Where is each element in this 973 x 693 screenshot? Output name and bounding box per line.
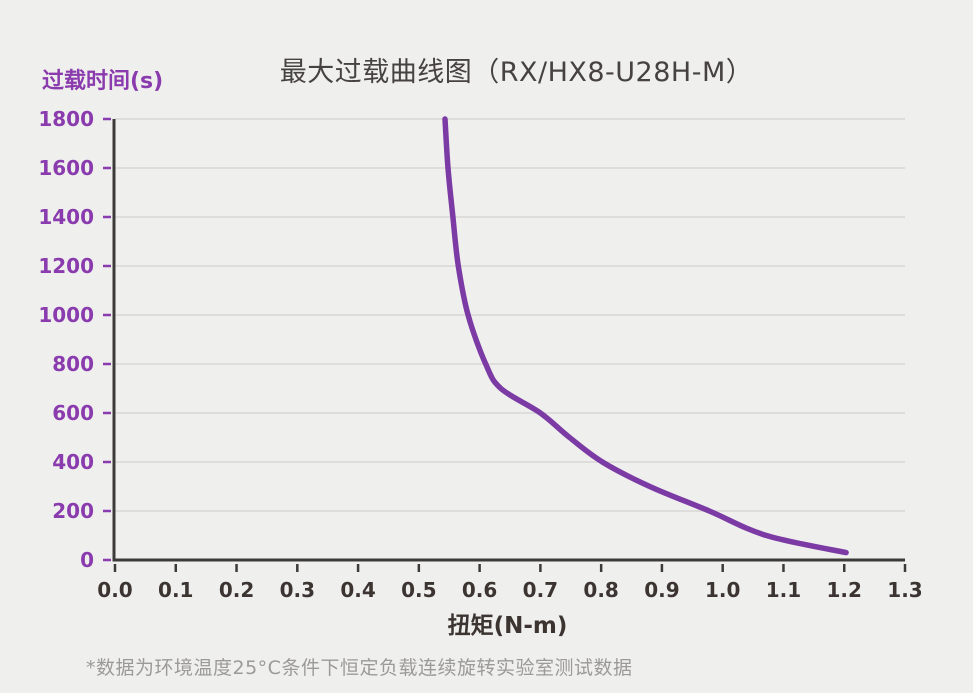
- x-tick-label-0.1: 0.1: [158, 578, 193, 602]
- x-axis-title: 扭矩(N-m): [447, 613, 568, 639]
- x-tick-label-0.0: 0.0: [97, 578, 132, 602]
- x-tick-label-1.2: 1.2: [827, 578, 862, 602]
- x-tick-label-0.7: 0.7: [523, 578, 558, 602]
- y-tick-label-400: 400: [52, 450, 94, 474]
- y-tick-label-1200: 1200: [38, 254, 94, 278]
- y-tick-label-600: 600: [52, 401, 94, 425]
- y-tick-label-1000: 1000: [38, 303, 94, 327]
- x-tick-label-0.5: 0.5: [401, 578, 436, 602]
- x-tick-label-0.4: 0.4: [340, 578, 375, 602]
- x-tick-label-0.6: 0.6: [462, 578, 497, 602]
- x-tick-label-0.8: 0.8: [583, 578, 618, 602]
- overload-curve-line: [442, 116, 849, 556]
- x-tick-label-0.9: 0.9: [644, 578, 679, 602]
- x-tick-label-1.1: 1.1: [766, 578, 801, 602]
- y-axis-title: 过载时间(s): [42, 69, 164, 94]
- x-tick-label-0.3: 0.3: [280, 578, 315, 602]
- y-tick-label-800: 800: [52, 352, 94, 376]
- x-tick-label-0.2: 0.2: [219, 578, 254, 602]
- x-tick-label-1.3: 1.3: [887, 578, 922, 602]
- x-tick-label-1.0: 1.0: [705, 578, 740, 602]
- y-tick-label-1400: 1400: [38, 205, 94, 229]
- chart-title: 最大过载曲线图（RX/HX8-U28H-M）: [279, 57, 754, 88]
- y-tick-label-0: 0: [80, 548, 94, 572]
- y-tick-label-1600: 1600: [38, 156, 94, 180]
- y-tick-label-1800: 1800: [38, 107, 94, 131]
- chart-footnote: *数据为环境温度25°C条件下恒定负载连续旋转实验室测试数据: [86, 657, 633, 679]
- y-tick-label-200: 200: [52, 499, 94, 523]
